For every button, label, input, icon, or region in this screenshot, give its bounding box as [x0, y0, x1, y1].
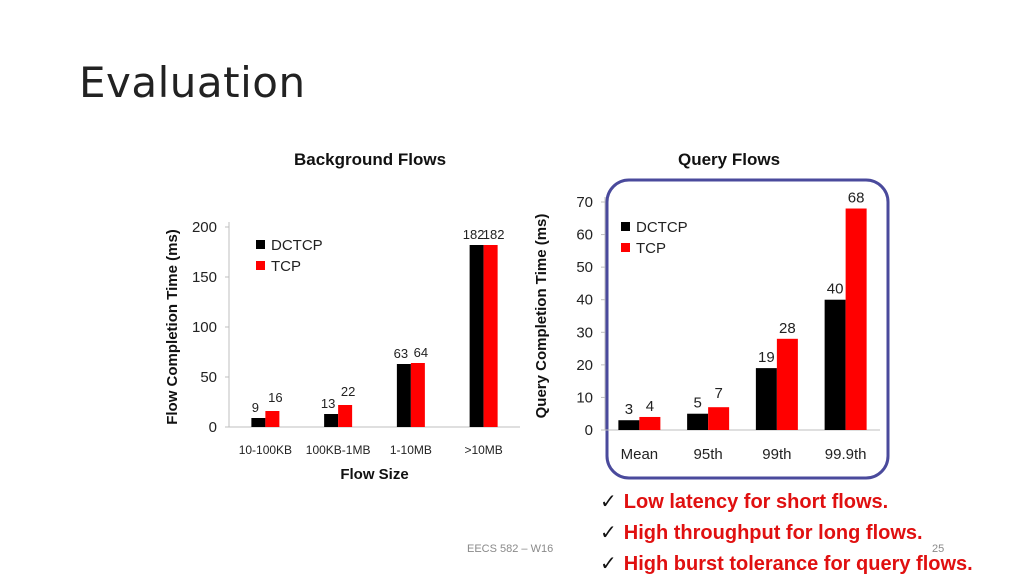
y-tick-label: 0 [585, 422, 593, 439]
checkmark-icon: ✓ [600, 520, 617, 544]
data-label: 5 [693, 395, 701, 412]
legend-label: TCP [636, 240, 666, 257]
footer-text: EECS 582 – W16 [467, 543, 554, 555]
bar-dctcp [324, 414, 339, 427]
legend-swatch [256, 240, 265, 249]
bar-tcp [265, 411, 280, 427]
bar-tcp [639, 416, 661, 430]
data-label: 4 [646, 398, 654, 415]
bar-dctcp [618, 420, 640, 430]
y-tick-label: 30 [576, 324, 593, 341]
bullet-item: ✓ High throughput for long flows. [600, 518, 973, 549]
checkmark-icon: ✓ [600, 551, 617, 575]
data-label: 64 [414, 345, 428, 360]
y-tick-label: 40 [576, 292, 593, 309]
y-tick-label: 10 [576, 389, 593, 406]
checkmark-icon: ✓ [600, 489, 617, 513]
bar-dctcp [396, 364, 411, 427]
bar-dctcp [251, 418, 266, 427]
bar-dctcp [687, 413, 709, 430]
data-label: 13 [321, 396, 335, 411]
y-tick-label: 50 [200, 369, 217, 386]
bar-tcp [338, 405, 353, 427]
data-label: 63 [394, 346, 408, 361]
chart-title-background: Background Flows [294, 150, 447, 169]
y-tick-label: 150 [192, 269, 217, 286]
data-label: 68 [848, 190, 865, 207]
bar-tcp [410, 363, 425, 427]
data-label: 19 [758, 349, 775, 366]
category-label: 1-10MB [390, 443, 432, 457]
y-tick-label: 200 [192, 219, 217, 236]
data-label: 22 [341, 384, 355, 399]
bar-tcp [845, 208, 867, 430]
bar-dctcp [824, 299, 846, 430]
highlight-box [605, 178, 890, 480]
category-label: 95th [694, 446, 723, 463]
bar-dctcp [755, 368, 777, 430]
data-label: 182 [483, 227, 505, 242]
slide-title: Evaluation [79, 58, 306, 107]
bar-tcp [483, 245, 498, 427]
background-flows-chart: 0 50 100 150 200 9 16 10-100KB 13 22 100KB-1MB 63 64… [164, 219, 520, 483]
bullet-item: ✓ High burst tolerance for query flows. [600, 549, 973, 580]
data-label: 9 [252, 400, 259, 415]
y-tick-label: 50 [576, 259, 593, 276]
y-tick-label: 100 [192, 319, 217, 336]
legend-swatch [256, 261, 265, 270]
y-tick-label: 60 [576, 227, 593, 244]
category-label: >10MB [464, 443, 502, 457]
data-label: 7 [714, 385, 722, 402]
category-label: 99.9th [825, 446, 867, 463]
data-label: 16 [268, 390, 282, 405]
data-label: 182 [463, 227, 485, 242]
data-label: 40 [827, 281, 844, 298]
legend-swatch [621, 222, 630, 231]
data-label: 3 [625, 401, 633, 418]
legend-label: TCP [271, 258, 301, 275]
y-axis-title: Query Completion Time (ms) [533, 214, 550, 419]
bullet-item: ✓ Low latency for short flows. [600, 487, 973, 518]
bar-tcp [776, 338, 798, 430]
bullet-text: High burst tolerance for query flows. [623, 553, 973, 575]
bullet-text: High throughput for long flows. [623, 522, 923, 544]
legend-label: DCTCP [636, 219, 688, 236]
y-axis-title: Flow Completion Time (ms) [164, 229, 181, 425]
bullet-text: Low latency for short flows. [623, 491, 889, 513]
category-label: 10-100KB [239, 443, 292, 457]
y-tick-label: 0 [209, 419, 217, 436]
data-label: 28 [779, 320, 796, 337]
bar-dctcp [469, 245, 484, 427]
legend-label: DCTCP [271, 237, 323, 254]
page-number: 25 [932, 543, 945, 555]
conclusions-list: ✓ Low latency for short flows. ✓ High thro… [600, 487, 973, 580]
y-tick-label: 20 [576, 357, 593, 374]
chart-title-query: Query Flows [678, 150, 781, 169]
category-label: 100KB-1MB [306, 443, 371, 457]
category-label: Mean [621, 446, 659, 463]
category-label: 99th [762, 446, 791, 463]
legend-swatch [621, 243, 630, 252]
x-axis-title: Flow Size [340, 466, 408, 483]
y-tick-label: 70 [576, 194, 593, 211]
bar-tcp [708, 407, 730, 430]
